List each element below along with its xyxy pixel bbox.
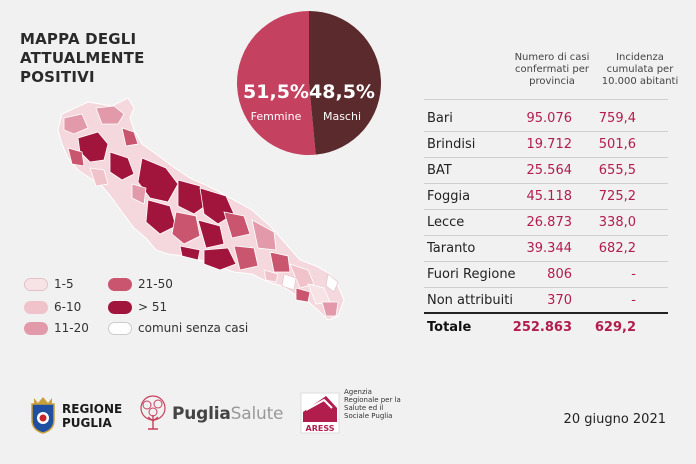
legend-label: comuni senza casi (138, 321, 249, 335)
case-count: 26.873 (526, 215, 573, 230)
legend-swatch (108, 321, 132, 335)
tree-icon (140, 395, 166, 430)
table-row: Fuori Regione 806 - (424, 262, 668, 288)
legend-swatch (24, 277, 48, 291)
legend-item: > 51 (108, 300, 167, 314)
total-incidence: 629,2 (594, 320, 636, 335)
table-row: BAT 25.564 655,5 (424, 158, 668, 184)
pie-slice-female (237, 11, 316, 155)
case-count: 806 (547, 267, 572, 282)
regione-logo-line: REGIONE (62, 402, 123, 416)
incidence-value: 725,2 (598, 189, 636, 204)
province-name: Brindisi (427, 137, 476, 152)
table-row: Non attribuiti 370 - (424, 288, 668, 313)
incidence-value: 682,2 (598, 241, 636, 256)
header-cases: Numero di casi confermati per provincia (514, 52, 590, 87)
table-total-row: Totale 252.863 629,2 (424, 315, 668, 340)
table-row: Taranto 39.344 682,2 (424, 236, 668, 262)
total-cases: 252.863 (512, 320, 572, 335)
incidence-value: 338,0 (598, 215, 636, 230)
table-row: Lecce 26.873 338,0 (424, 210, 668, 236)
legend-label: 11-20 (54, 321, 89, 335)
regione-puglia-crest-icon (31, 397, 55, 434)
province-name: Non attribuiti (427, 293, 513, 308)
female-label: Femmine (251, 110, 302, 123)
puglia-salute-logo: PugliaSalute (172, 404, 284, 424)
table-row: Brindisi 19.712 501,6 (424, 132, 668, 158)
case-count: 39.344 (526, 241, 573, 256)
ares-logo-text: ARESS (306, 424, 335, 433)
ares-description: Agenzia Regionale per la Salute ed il So… (344, 388, 401, 420)
case-count: 370 (547, 293, 572, 308)
ares-logo-icon: ARESS (300, 392, 340, 434)
case-count: 25.564 (526, 163, 573, 178)
male-label: Maschi (323, 110, 361, 123)
legend-swatch (108, 277, 132, 291)
province-name: Bari (427, 111, 453, 126)
legend-item: 1-5 (24, 277, 74, 291)
table-total-rule (424, 312, 668, 314)
puglia-logo-line: PUGLIA (62, 416, 112, 430)
province-name: BAT (427, 163, 452, 178)
legend-item: 6-10 (24, 300, 81, 314)
incidence-value: - (631, 293, 636, 308)
province-name: Foggia (427, 189, 471, 204)
legend-label: 1-5 (54, 277, 74, 291)
legend-swatch (108, 300, 132, 314)
legend-item: 11-20 (24, 321, 89, 335)
table-row: Foggia 45.118 725,2 (424, 184, 668, 210)
pie-slice-male (309, 11, 382, 155)
province-name: Taranto (427, 241, 476, 256)
puglia-logo-word: Puglia (172, 404, 231, 424)
publication-date: 20 giugno 2021 (563, 412, 666, 427)
regione-puglia-logo: REGIONE PUGLIA (62, 402, 122, 430)
case-count: 45.118 (526, 189, 573, 204)
header-incidence: Incidenza cumulata per 10.000 abitanti (601, 52, 679, 87)
legend-label: 6-10 (54, 300, 82, 314)
incidence-value: 759,4 (598, 111, 636, 126)
table-row: Bari 95.076 759,4 (424, 106, 668, 132)
incidence-value: 501,6 (598, 137, 636, 152)
case-count: 19.712 (526, 137, 573, 152)
page-title: MAPPA DEGLI ATTUALMENTE POSITIVI (20, 30, 145, 86)
legend-label: > 51 (138, 300, 168, 314)
total-label: Totale (427, 320, 472, 335)
incidence-value: - (631, 267, 636, 282)
province-name: Fuori Regione (427, 267, 516, 282)
legend-item: 21-50 (108, 277, 173, 291)
male-percentage: 48,5% (309, 81, 375, 103)
female-percentage: 51,5% (243, 81, 309, 103)
puglia-map (57, 97, 345, 321)
case-count: 95.076 (526, 111, 573, 126)
legend-item: comuni senza casi (108, 321, 248, 335)
table-top-rule (424, 99, 668, 100)
legend-swatch (24, 300, 48, 314)
legend-swatch (24, 321, 48, 335)
legend-label: 21-50 (138, 277, 173, 291)
salute-logo-word: Salute (230, 404, 284, 424)
gender-pie-chart: 51,5% Femmine 48,5% Maschi (237, 11, 382, 155)
incidence-value: 655,5 (598, 163, 636, 178)
province-name: Lecce (427, 215, 465, 230)
